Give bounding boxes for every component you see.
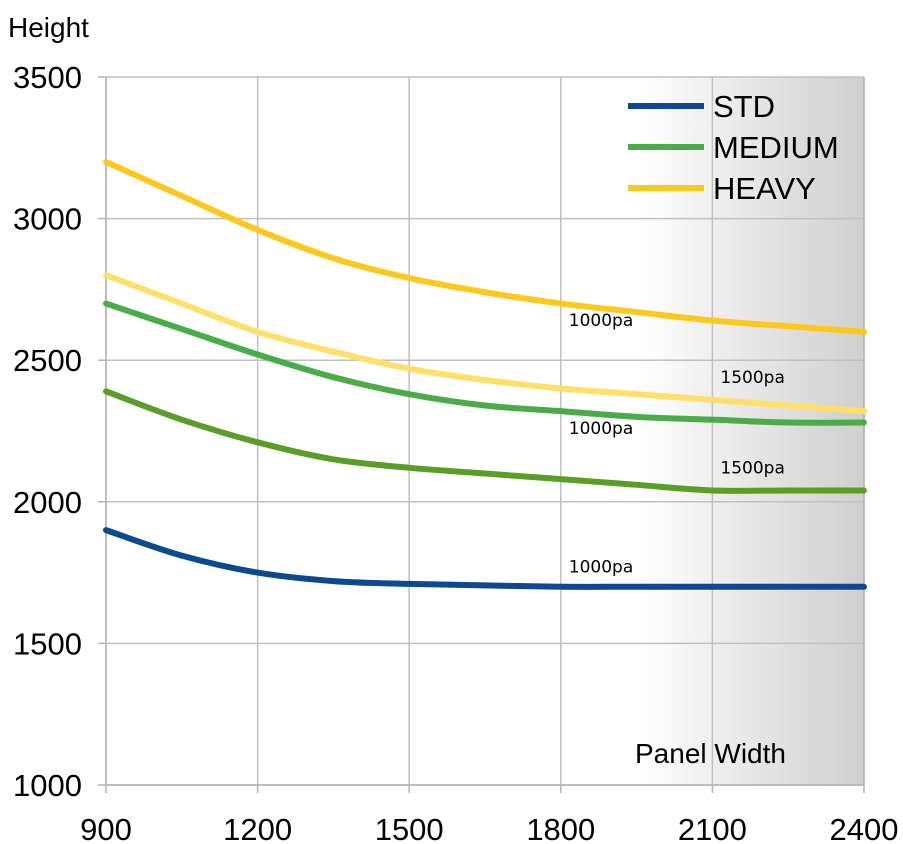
x-tick-label: 1500 [375, 812, 444, 844]
series-annotation: 1000pa [569, 558, 633, 578]
series-line-medium-1000pa [103, 300, 867, 426]
x-tick-label: 1800 [526, 812, 595, 844]
y-tick-label: 3500 [13, 60, 82, 95]
x-tick-label: 2400 [830, 812, 899, 844]
x-tick-label: 2100 [678, 812, 747, 844]
y-tick-label: 2000 [13, 485, 82, 520]
series-annotation: 1000pa [569, 311, 633, 331]
legend-label-std: STD [713, 89, 775, 124]
axes: 900 1200 1500 1800 2100 2400 1000 1500 2000 2500 3… [13, 60, 898, 844]
plot-background [106, 77, 864, 785]
x-axis-title: Panel Width [635, 738, 786, 769]
legend: STD MEDIUM HEAVY [628, 89, 839, 206]
series-line-medium-1500pa [103, 388, 867, 494]
y-tick-label: 2500 [13, 343, 82, 378]
x-tick-label: 900 [80, 812, 132, 844]
gridlines [105, 76, 865, 786]
y-axis-title: Height [8, 12, 89, 43]
series-line-heavy-1500pa [103, 272, 867, 415]
series-annotations: 1000pa 1500pa 1000pa 1500pa 1000pa [569, 311, 785, 577]
series-lines [103, 158, 867, 590]
legend-label-medium: MEDIUM [713, 130, 839, 165]
y-tick-label: 1500 [13, 626, 82, 661]
series-annotation: 1500pa [720, 458, 784, 478]
legend-label-heavy: HEAVY [713, 171, 816, 206]
series-line-heavy-1000pa [103, 158, 867, 335]
series-line-std-1000pa [103, 527, 867, 590]
series-annotation: 1500pa [720, 368, 784, 388]
y-tick-label: 3000 [13, 202, 82, 237]
x-tick-label: 1200 [223, 812, 292, 844]
y-tick-label: 1000 [13, 768, 82, 803]
series-annotation: 1000pa [569, 419, 633, 439]
